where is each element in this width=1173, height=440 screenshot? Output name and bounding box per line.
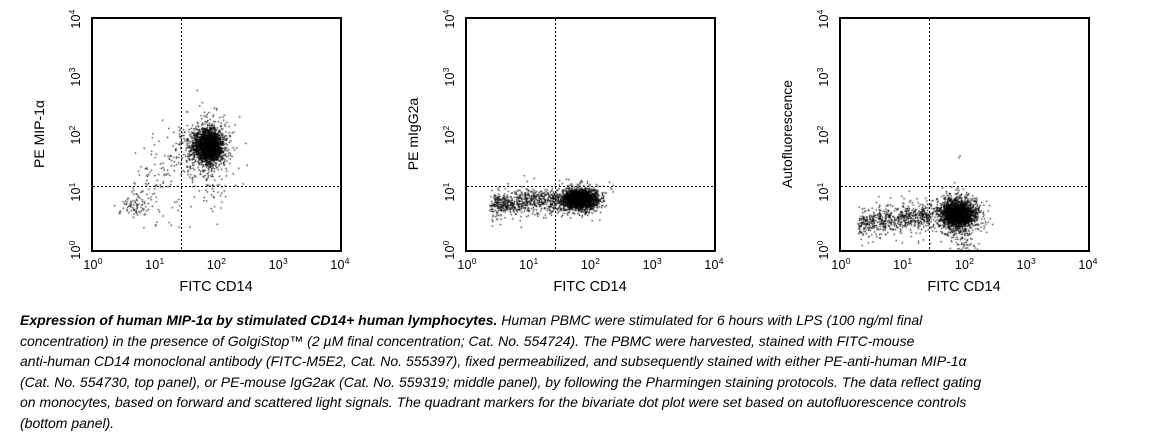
caption-text: Human PBMC were stimulated for 6 hours w…	[497, 312, 923, 328]
x-axis-label: FITC CD14	[553, 279, 627, 295]
caption-line: on monocytes, based on forward and scatt…	[20, 392, 1170, 413]
y-axis-tick-label: 100	[814, 240, 832, 260]
quadrant-marker-horizontal	[93, 186, 340, 187]
x-axis-tick-label: 104	[330, 256, 350, 273]
x-axis-tick-label: 101	[893, 256, 913, 273]
caption-text: on monocytes, based on forward and scatt…	[20, 394, 967, 411]
y-axis-tick-label: 103	[66, 67, 84, 87]
x-axis-tick-label: 101	[519, 256, 539, 273]
caption-text: concentration) in the presence of GolgiS…	[20, 332, 915, 349]
figure-caption: Expression of human MIP-1α by stimulated…	[20, 310, 1170, 434]
x-axis-label: FITC CD14	[179, 279, 253, 295]
scatter-points-canvas	[467, 19, 714, 250]
x-axis-tick-label: 101	[145, 256, 165, 273]
y-axis-label: Autofluorescence	[779, 79, 795, 189]
x-axis-tick-label: 103	[268, 256, 288, 273]
y-axis-tick-label: 104	[440, 9, 458, 29]
y-axis-label: PE MIP-1α	[31, 100, 47, 168]
x-axis-tick-label: 103	[1016, 256, 1036, 273]
y-axis-tick-label: 102	[66, 124, 84, 145]
caption-lead: Expression of human MIP-1α by stimulated…	[20, 312, 498, 328]
caption-line: anti-human CD14 monoclonal antibody (FIT…	[20, 351, 1170, 372]
caption-text: anti-human CD14 monoclonal antibody (FIT…	[20, 353, 967, 370]
caption-line: (bottom panel).	[20, 413, 1170, 434]
x-axis-tick-label: 103	[642, 256, 662, 273]
x-axis-tick-label: 102	[206, 256, 227, 273]
y-axis-tick-label: 100	[66, 240, 84, 260]
caption-text: (Cat. No. 554730, top panel), or PE-mous…	[20, 373, 982, 390]
quadrant-marker-vertical	[929, 19, 930, 250]
quadrant-marker-vertical	[181, 19, 182, 250]
quadrant-marker-vertical	[555, 19, 556, 250]
scatter-points-canvas	[93, 19, 340, 250]
y-axis-tick-label: 101	[66, 182, 84, 202]
y-axis-tick-label: 101	[440, 182, 458, 202]
dot-plot-panel-autofluorescence-control: Autofluorescence FITC CD14 100 100 101 101 1…	[779, 9, 1097, 295]
y-axis-tick-label: 101	[814, 182, 832, 202]
x-axis-tick-label: 100	[457, 256, 477, 273]
x-axis-tick-label: 104	[1078, 256, 1098, 273]
x-axis-label: FITC CD14	[927, 279, 1001, 295]
x-axis-tick-label: 100	[831, 256, 851, 273]
y-axis-label: PE mIgG2a	[405, 97, 421, 171]
y-axis-tick-label: 103	[814, 67, 832, 87]
y-axis-tick-label: 104	[66, 9, 84, 29]
caption-line: Expression of human MIP-1α by stimulated…	[20, 310, 1170, 331]
quadrant-marker-horizontal	[841, 186, 1088, 187]
y-axis-tick-label: 104	[814, 9, 832, 29]
dot-plot-panel-pe-mip1a: PE MIP-1α FITC CD14 100 100 101 101 102 102 10…	[31, 9, 349, 295]
x-axis-tick-label: 104	[704, 256, 724, 273]
y-axis-tick-label: 100	[440, 240, 458, 260]
x-axis-tick-label: 102	[580, 256, 601, 273]
caption-line: (Cat. No. 554730, top panel), or PE-mous…	[20, 372, 1170, 393]
y-axis-tick-label: 102	[440, 124, 458, 145]
caption-text: (bottom panel).	[20, 414, 115, 431]
x-axis-tick-label: 102	[954, 256, 975, 273]
caption-line: concentration) in the presence of GolgiS…	[20, 331, 1170, 352]
x-axis-tick-label: 100	[83, 256, 103, 273]
dot-plot-panel-pe-migg2a-isotype: PE mIgG2a FITC CD14 100 100 101 101 102 102 10…	[405, 9, 723, 295]
quadrant-marker-horizontal	[467, 186, 714, 187]
y-axis-tick-label: 103	[440, 67, 458, 87]
y-axis-tick-label: 102	[814, 124, 832, 145]
scatter-points-canvas	[841, 19, 1088, 250]
